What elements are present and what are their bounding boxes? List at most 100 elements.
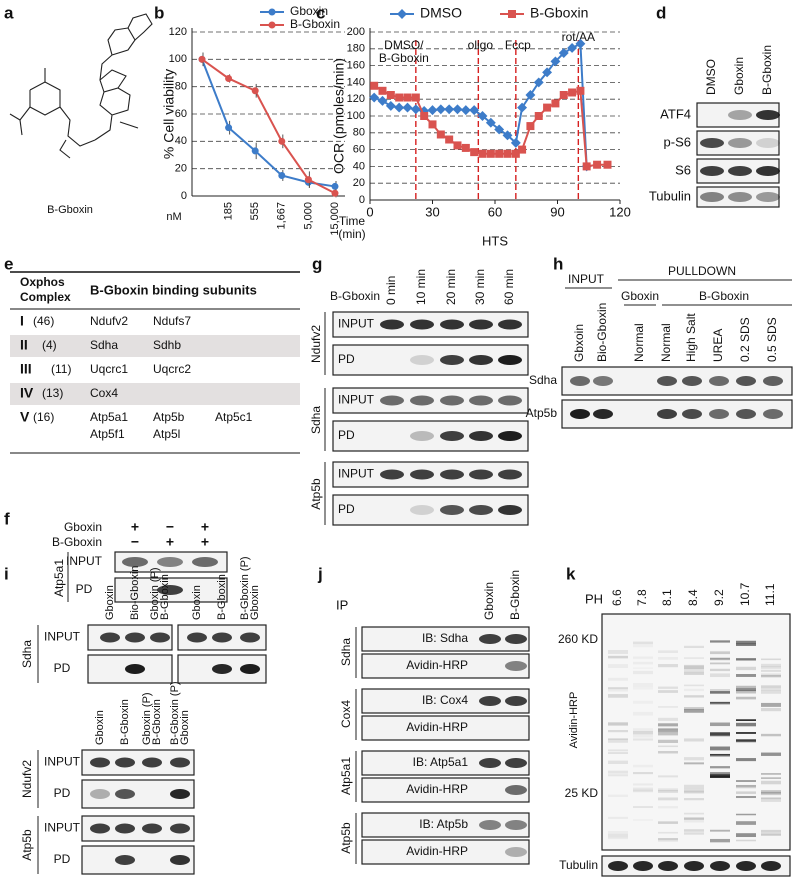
smear-band: [684, 832, 704, 835]
smear-band: [710, 657, 730, 661]
band: [240, 632, 260, 643]
data-point: [533, 77, 544, 88]
smear-band: [608, 730, 628, 732]
band: [380, 319, 404, 330]
data-point: [395, 93, 404, 102]
event-label: B-Gboxin: [379, 51, 429, 65]
band: [710, 861, 730, 871]
row-label: INPUT: [44, 821, 81, 835]
band: [736, 861, 756, 871]
y-tick-label: 100: [169, 53, 187, 65]
smear-band: [658, 821, 678, 824]
event-label: Fccp: [505, 38, 531, 52]
x-tick-label: 120: [609, 204, 631, 219]
lane-label: Gboxin: [732, 57, 746, 95]
lane-label: B-Gboxin: [216, 574, 228, 620]
band: [157, 557, 183, 567]
blot: [332, 494, 529, 526]
smear-band: [608, 655, 628, 659]
data-point: [543, 103, 552, 112]
smear-band: [608, 664, 628, 669]
lane-label: B-Gboxin (P): [169, 681, 181, 745]
band: [410, 395, 434, 406]
blot: [696, 186, 780, 208]
y-tick-label: 60: [353, 144, 365, 156]
smear-band: [608, 722, 628, 726]
data-point: [453, 141, 462, 150]
smear-band: [710, 732, 730, 737]
data-point: [568, 88, 577, 97]
band: [498, 505, 522, 515]
row-label: PD: [54, 661, 71, 675]
band: [498, 469, 522, 480]
table-header: B-Gboxin binding subunits: [90, 282, 257, 297]
smear-band: [761, 777, 781, 779]
complex-count: (4): [42, 338, 57, 352]
protein-label: Ndufv2: [309, 325, 323, 363]
smear-band: [633, 806, 653, 809]
band: [469, 395, 493, 406]
smear-band: [710, 673, 730, 678]
smear-band: [736, 839, 756, 842]
complex-id: II: [20, 337, 28, 353]
band: [505, 696, 527, 706]
band: [240, 664, 260, 674]
smear-band: [633, 701, 653, 704]
ph-value: 9.2: [712, 589, 726, 606]
smear-band: [710, 774, 730, 778]
band: [498, 431, 522, 441]
y-tick-label: 0: [359, 194, 365, 206]
smear-band: [736, 658, 756, 661]
data-point: [575, 38, 586, 49]
band: [90, 757, 110, 768]
data-point: [534, 112, 543, 120]
blot: [361, 653, 530, 679]
band: [728, 110, 752, 120]
band: [115, 757, 135, 768]
lane-label: Bio-Gboxin: [129, 566, 141, 620]
ph-value: 10.7: [738, 582, 752, 606]
treatment-label: B-Gboxin: [52, 535, 102, 549]
lane-label: Gboxin: [179, 710, 191, 745]
smear-band: [684, 798, 704, 801]
group-header: Gboxin: [621, 289, 659, 303]
smear-band: [608, 677, 628, 681]
complex-count: (13): [42, 386, 63, 400]
band: [469, 319, 493, 330]
data-point: [567, 43, 578, 53]
band: [700, 138, 724, 148]
smear-band: [684, 738, 704, 742]
band: [187, 632, 207, 643]
panel-letter: j: [317, 564, 323, 583]
smear-band: [608, 770, 628, 773]
smear-band: [633, 733, 653, 738]
band: [469, 431, 493, 441]
smear-band: [761, 669, 781, 672]
smear-band: [761, 675, 781, 678]
subunit: Cox4: [90, 386, 118, 400]
data-point: [550, 56, 561, 67]
smear-band: [633, 641, 653, 645]
y-tick-label: 80: [175, 81, 187, 93]
data-point: [558, 48, 569, 58]
smear-band: [736, 688, 756, 692]
ph-value: 6.6: [610, 589, 624, 606]
ph-value: 11.1: [763, 583, 777, 606]
band: [90, 823, 110, 834]
lane-label: Normal: [632, 323, 646, 362]
band: [170, 789, 190, 799]
row-label: INPUT: [44, 755, 81, 769]
y-tick-label: 120: [169, 26, 187, 38]
band: [728, 166, 752, 176]
band: [682, 409, 702, 419]
smear-band: [761, 707, 781, 712]
data-point: [411, 93, 420, 102]
blot: [361, 839, 530, 865]
series-line: [201, 58, 336, 188]
smear-band: [658, 775, 678, 778]
smear-band: [658, 745, 678, 748]
band: [505, 758, 527, 768]
x-tick-label: 0: [366, 204, 373, 219]
table-header: Oxphos: [20, 275, 65, 289]
smear-band: [710, 668, 730, 672]
